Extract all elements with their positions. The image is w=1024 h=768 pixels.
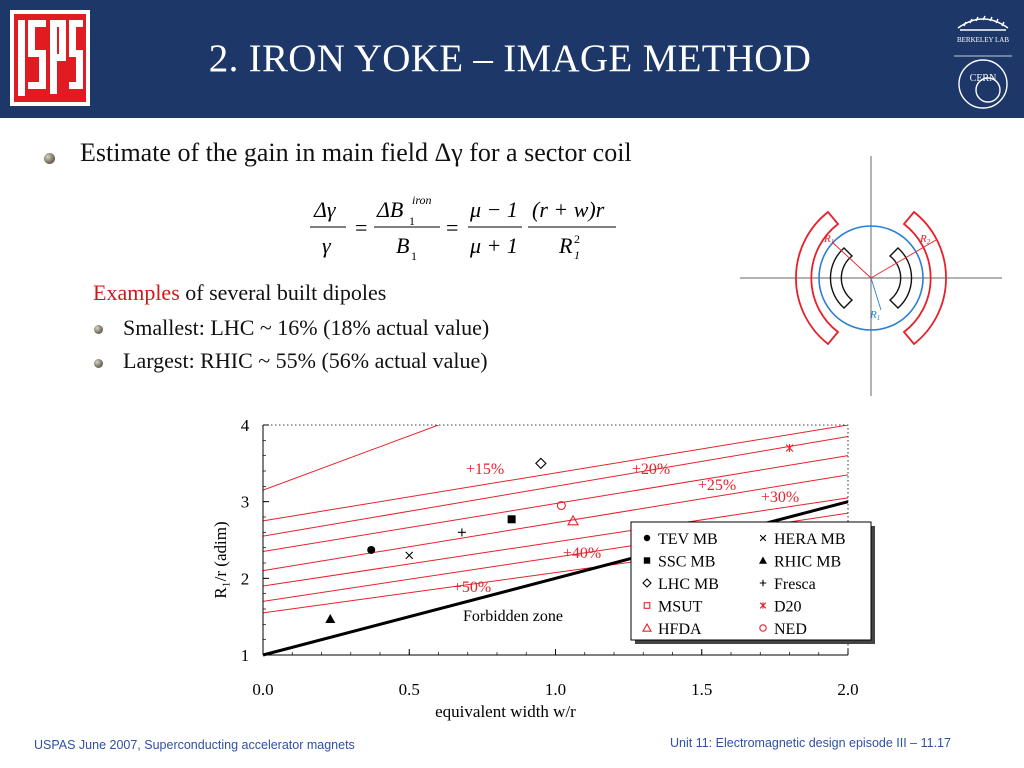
examples-label: Examples (93, 280, 180, 305)
hfda-point (567, 514, 579, 526)
iso-gain-line (263, 497, 848, 587)
lhc-mb-point (535, 457, 547, 470)
y-tick-label: 4 (241, 416, 250, 435)
legend-marker (759, 556, 767, 564)
coil-label-r1-lower: R (869, 309, 877, 321)
legend-marker (643, 534, 651, 542)
ned-point (556, 500, 566, 511)
sector-coil-diagram: R1 R2 R1 (740, 156, 1002, 396)
eq-dB-sub: 1 (409, 214, 415, 228)
iso-gain-line (263, 425, 439, 491)
legend-entry-label: HERA MB (774, 531, 846, 548)
legend-entry-label: SSC MB (658, 554, 715, 571)
iso-line-label: +20% (632, 461, 670, 478)
legend-marker (642, 622, 652, 632)
legend-marker (642, 578, 652, 588)
x-tick-label: 1.5 (691, 680, 712, 699)
svg-text:R1: R1 (869, 309, 880, 322)
iso-gain-line (263, 425, 848, 522)
legend-box (630, 521, 872, 641)
legend-marker (643, 557, 651, 564)
cern-text: CERN (970, 73, 997, 84)
bullet-icon (94, 325, 103, 334)
eq-dgamma: Δγ (313, 197, 337, 222)
coil-label-r2-sub: 2 (927, 238, 931, 246)
iron-inner-circle (818, 225, 924, 331)
examples-rest: of several built dipoles (179, 280, 387, 305)
bullet-estimate: Estimate of the gain in main field Δγ fo… (80, 138, 632, 167)
rhic-mb-point (325, 613, 336, 623)
legend-entry-label: NED (774, 621, 807, 638)
coil-label-r1-lower-sub: 1 (877, 314, 881, 322)
svg-text:R1: R1 (823, 233, 834, 246)
berkeley-lab-text: BERKELEY LAB (957, 36, 1009, 44)
y-tick-label: 2 (241, 569, 250, 588)
iso-line-label: +30% (761, 489, 799, 506)
coil-label-r1-sub: 1 (831, 238, 835, 246)
eq-iron: iron (412, 193, 432, 207)
coil-label-r2: R (919, 233, 927, 245)
iso-line-label: +25% (698, 477, 736, 494)
bullet-icon (94, 359, 103, 368)
eq-mu-plus: μ + 1 (469, 233, 518, 258)
legend-entry-label: Fresca (774, 576, 816, 593)
eq-R: R (558, 233, 573, 258)
eq-mu-minus: μ − 1 (469, 197, 518, 222)
examples-line: Examples of several built dipoles (93, 280, 386, 306)
rr-vs-width-chart: +15% +20%+25%+30%+40%+50% Forbidden zone … (211, 416, 875, 721)
eq-equals-2: = (446, 215, 458, 240)
legend-entry-label: D20 (774, 599, 802, 616)
y-axis-label: R₁/r (adim) (211, 521, 230, 598)
fresca-point (457, 528, 466, 537)
tev-mb-point (367, 545, 376, 554)
legend-marker (759, 534, 767, 542)
uspas-logo (10, 10, 90, 106)
coil-label-r1: R (823, 233, 831, 245)
eq-B: B (396, 233, 409, 258)
x-tick-label: 2.0 (837, 680, 858, 699)
footer-left: USPAS June 2007, Superconducting acceler… (34, 738, 355, 752)
legend-entry-label: LHC MB (658, 576, 719, 593)
y-tick-label: 3 (241, 493, 250, 512)
x-axis-label: equivalent width w/r (435, 702, 576, 721)
iso-gain-line (263, 436, 848, 537)
legend-entry-label: MSUT (658, 599, 703, 616)
y-tick-label: 1 (241, 646, 250, 665)
eq-B-sub: 1 (411, 249, 417, 263)
ssc-mb-point (507, 515, 516, 524)
eq-rw: (r + w)r (532, 197, 605, 222)
gain-equation: Δγ γ = ΔB 1 iron B 1 = μ − 1 μ + 1 (r + … (310, 193, 616, 263)
iso-gain-line (263, 474, 848, 572)
hera-mb-point (405, 551, 414, 560)
iso-line-label: +40% (563, 545, 601, 562)
legend-entry-label: TEV MB (658, 531, 718, 548)
footer-right: Unit 11: Electromagnetic design episode … (670, 736, 951, 750)
header-banner: 2. IRON YOKE – IMAGE METHOD BERKELEY LAB… (0, 0, 1024, 118)
slide-title: 2. IRON YOKE – IMAGE METHOD (208, 37, 812, 80)
x-tick-label: 1.0 (545, 680, 566, 699)
iso-gain-line (263, 455, 848, 552)
bullet-icon (44, 153, 55, 164)
legend-entry-label: RHIC MB (774, 554, 841, 571)
legend-marker (643, 602, 651, 609)
legend-marker (759, 624, 767, 632)
eq-dB: ΔB (376, 197, 403, 222)
iso-line-label: +15% (466, 461, 504, 478)
eq-gamma: γ (322, 233, 332, 258)
forbidden-zone-label: Forbidden zone (463, 608, 563, 625)
x-tick-label: 0.0 (252, 680, 273, 699)
berkeley-cern-logos: BERKELEY LAB CERN (954, 15, 1012, 109)
svg-text:R2: R2 (919, 233, 931, 246)
legend-entry-label: HFDA (658, 621, 702, 638)
d20-point (785, 444, 794, 452)
eq-R-sub: 1 (574, 248, 580, 262)
legend-marker (759, 579, 767, 587)
sub-bullet-smallest: Smallest: LHC ~ 16% (18% actual value) (123, 315, 490, 340)
legend-marker (759, 602, 767, 609)
x-tick-label: 0.5 (399, 680, 420, 699)
eq-R-sup: 2 (574, 232, 580, 246)
iso-line-label: +50% (453, 579, 491, 596)
eq-equals-1: = (355, 215, 367, 240)
sub-bullet-largest: Largest: RHIC ~ 55% (56% actual value) (123, 348, 488, 373)
